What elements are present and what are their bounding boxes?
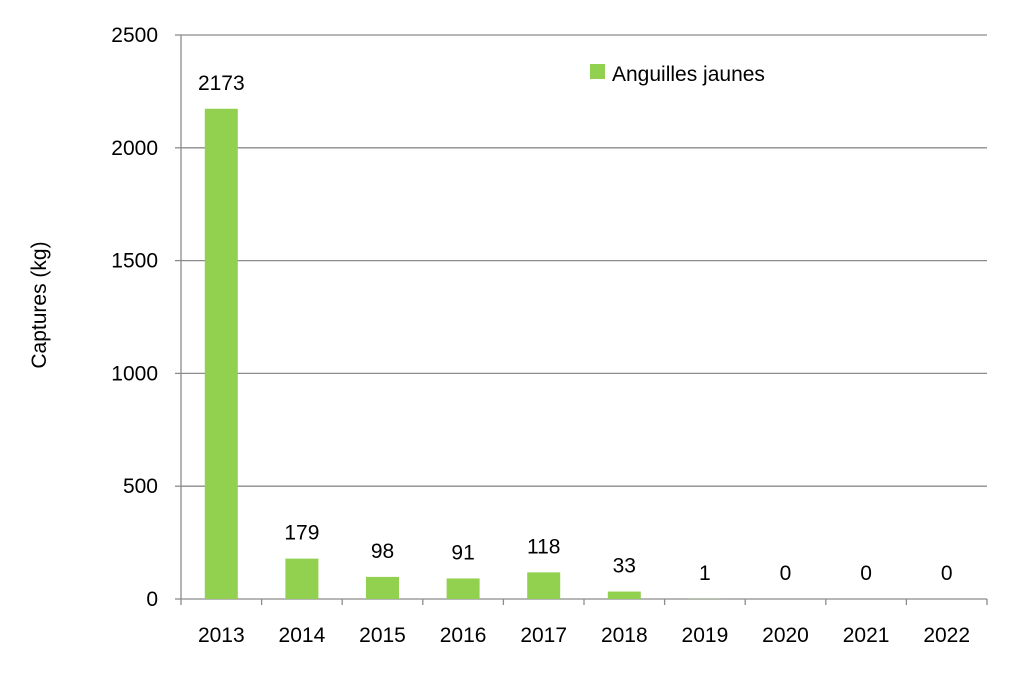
x-tick-label: 2014: [279, 624, 326, 647]
y-tick-label: 0: [146, 588, 158, 611]
bar: [204, 108, 238, 599]
data-label: 33: [613, 555, 636, 578]
data-label: 0: [860, 562, 872, 585]
y-axis-title: Captures (kg): [28, 241, 51, 368]
y-tick-label: 1500: [111, 250, 158, 273]
bar: [527, 572, 561, 599]
bars: [204, 108, 722, 599]
legend: Anguilles jaunes: [590, 63, 765, 86]
data-label: 179: [284, 522, 319, 545]
x-tick-label: 2018: [601, 624, 648, 647]
y-tick-label: 1000: [111, 362, 158, 385]
bar: [607, 591, 641, 599]
x-tick-label: 2013: [198, 624, 245, 647]
gridlines: [181, 34, 987, 487]
x-tick-label: 2017: [520, 624, 567, 647]
y-tick-label: 500: [123, 475, 158, 498]
data-label: 118: [527, 535, 560, 558]
bar: [366, 576, 399, 599]
bar: [446, 578, 480, 599]
data-label: 98: [371, 540, 394, 563]
bar: [285, 558, 319, 599]
y-tick-label: 2500: [111, 24, 158, 47]
data-label: 91: [451, 541, 474, 564]
x-tick-label: 2016: [440, 624, 487, 647]
data-label: 2173: [198, 72, 245, 95]
data-label: 1: [699, 562, 711, 585]
x-tick-labels: 2013 2014 2015 2016 2017 2018 2019 2020 2021 2022: [198, 624, 970, 647]
legend-label: Anguilles jaunes: [612, 63, 765, 86]
data-labels: 2173 179 98 91 118 33 1 0 0 0: [198, 72, 953, 585]
data-label: 0: [941, 562, 953, 585]
axes: [175, 34, 988, 605]
x-tick-label: 2020: [762, 624, 809, 647]
data-label: 0: [780, 562, 792, 585]
x-tick-label: 2019: [682, 624, 729, 647]
x-tick-label: 2022: [923, 624, 970, 647]
legend-swatch: [590, 64, 605, 79]
y-tick-label: 2000: [111, 137, 158, 160]
x-tick-label: 2015: [359, 624, 406, 647]
y-tick-labels: 0 500 1000 1500 2000 2500: [111, 24, 158, 611]
x-tick-label: 2021: [843, 624, 890, 647]
